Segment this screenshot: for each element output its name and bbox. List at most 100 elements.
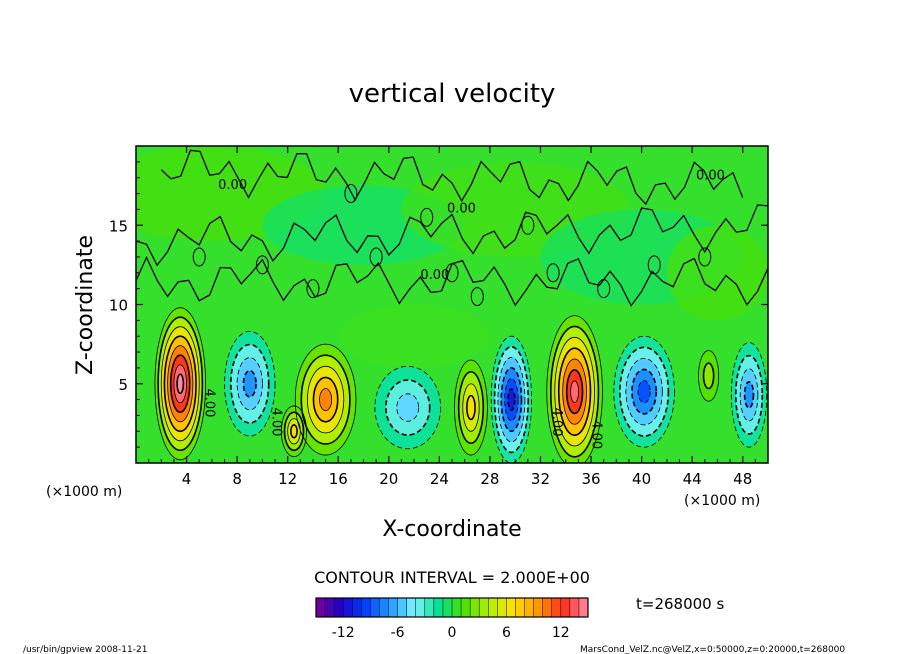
contour-line	[702, 362, 715, 390]
contour-blob	[445, 263, 459, 283]
contour-line	[565, 369, 584, 415]
colorbar-swatch	[479, 598, 489, 617]
y-tick-label: 15	[109, 217, 128, 235]
colorbar-tick-label: 6	[502, 625, 511, 641]
contour-blob	[470, 287, 484, 307]
cell-level	[570, 380, 579, 403]
cell-level	[508, 389, 515, 411]
contour-line	[557, 347, 592, 436]
colorbar-ticks: -12 -6 0 6 12	[332, 625, 570, 641]
contour-blob	[420, 207, 434, 227]
contour-line	[242, 369, 257, 398]
contour-line	[167, 345, 194, 423]
footer-right: MarsCond_VelZ.nc@VelZ,x=0:50000,z=0:2000…	[580, 645, 845, 654]
colorbar-swatch	[397, 598, 407, 617]
x-tick-label: 16	[329, 470, 348, 488]
cell-level	[396, 393, 419, 422]
contour-line	[497, 356, 526, 443]
colorbar-swatch	[334, 598, 344, 617]
contour-line	[631, 368, 658, 415]
cell-level	[466, 395, 476, 420]
contour-line	[743, 380, 755, 409]
x-tick-label: 8	[232, 470, 242, 488]
contour-interval: CONTOUR INTERVAL = 2.000E+00	[314, 568, 590, 587]
contour-blob	[546, 263, 560, 283]
contour-line	[613, 335, 675, 448]
cell-downdraft	[374, 366, 441, 449]
contour-line	[625, 357, 663, 426]
x-tick-label: 12	[278, 470, 297, 488]
contour-line	[290, 424, 298, 439]
x-tick-label: 40	[632, 470, 651, 488]
colorbar-swatch	[433, 598, 444, 617]
x-axis: 4 8 12 16 20 24 28 32 36 40 44 48	[148, 146, 756, 488]
colorbar-swatch	[524, 598, 534, 617]
colorbar-swatch	[370, 598, 380, 617]
cell-updraft	[154, 307, 206, 460]
colorbar-tick-label: -12	[332, 625, 355, 641]
contour-line	[236, 357, 263, 411]
contour-line	[554, 336, 595, 447]
cell-downdraft	[224, 331, 276, 437]
colorbar-swatch	[461, 598, 471, 617]
contour-line	[500, 367, 523, 433]
colorbar-swatch	[533, 598, 543, 617]
contour-blob	[192, 247, 206, 267]
plot-area: 0.00 0.00 0.00 4.00 4.00 4.00 4.00 0.00	[135, 145, 769, 464]
contour-line	[637, 380, 651, 404]
contour-line	[157, 316, 204, 452]
contour-blob	[344, 184, 358, 204]
contour-line	[457, 371, 485, 444]
cell-updraft	[698, 350, 719, 402]
x-tick-label: 32	[531, 470, 550, 488]
contour-line	[504, 378, 519, 422]
x-tick-label: 4	[182, 470, 192, 488]
cell-updraft	[295, 344, 356, 456]
colorbar-swatch	[442, 598, 453, 617]
contour-line	[224, 331, 276, 437]
contour-line	[507, 388, 516, 411]
contour-blob	[647, 255, 661, 275]
colorbar-swatch	[569, 598, 580, 617]
contour-label: 4.00	[269, 408, 284, 437]
contour-label: 0.00	[420, 268, 449, 283]
contour-line	[287, 418, 301, 445]
colorbar-swatch	[506, 598, 516, 617]
contour-line	[163, 335, 197, 433]
y-axis-label: Z-coordinate	[73, 235, 98, 375]
contour-line	[280, 405, 308, 458]
contour-line	[294, 343, 357, 456]
contour-line	[396, 393, 420, 422]
colorbar-swatch	[452, 598, 462, 617]
contour-line	[306, 365, 345, 434]
x-tick-label: 24	[430, 470, 449, 488]
x-tick-label: 36	[581, 470, 600, 488]
contour-blob	[698, 247, 712, 267]
colorbar-swatch	[424, 598, 435, 617]
colorbar-swatch	[497, 598, 507, 617]
cell-level	[744, 381, 754, 408]
contour-line	[374, 365, 442, 450]
x-tick-label: 28	[480, 470, 499, 488]
zero-contour	[136, 204, 768, 267]
cell-level	[243, 370, 257, 397]
cell-level	[703, 363, 714, 389]
contour-line	[570, 380, 579, 403]
contour-label: 4.00	[549, 408, 564, 437]
colorbar-swatch	[551, 598, 562, 617]
cell-level	[177, 374, 184, 394]
colorbar	[315, 597, 589, 618]
contour-label: 4.00	[588, 420, 603, 449]
field-patch	[666, 225, 768, 321]
colorbar-swatch	[515, 598, 525, 617]
contour-line	[283, 411, 305, 452]
contour-line	[300, 354, 351, 445]
contour-line	[490, 335, 533, 463]
contour-line	[546, 315, 603, 463]
contour-labels: 0.00 0.00 0.00 4.00 4.00 4.00 4.00 0.00	[202, 168, 725, 449]
contour-line	[462, 383, 480, 432]
contour-line	[739, 368, 759, 422]
contour-line	[160, 326, 200, 442]
contour-line	[562, 358, 587, 425]
